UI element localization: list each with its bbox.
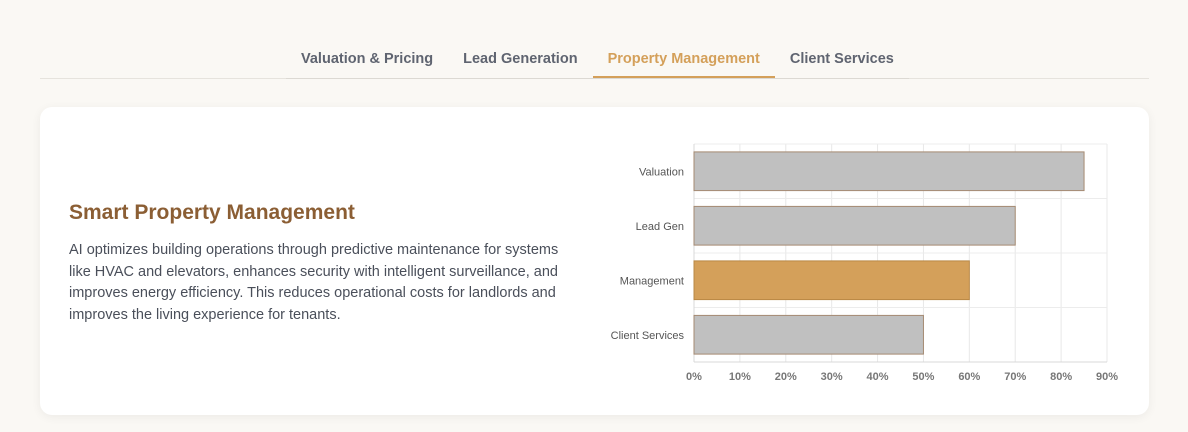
tab-client-services[interactable]: Client Services xyxy=(789,51,894,67)
x-tick-label: 90% xyxy=(1096,371,1118,383)
x-tick-label: 0% xyxy=(686,371,702,383)
tab-property-management[interactable]: Property Management xyxy=(592,38,775,78)
x-tick-label: 60% xyxy=(958,371,980,383)
x-tick-label: 10% xyxy=(729,371,751,383)
content-card: Smart Property Management AI optimizes b… xyxy=(40,107,1149,415)
tab-lead-generation[interactable]: Lead Generation xyxy=(463,51,578,67)
comparison-bar-chart: 0% 10% 20% 30% 40% 50% 60% 70% 80% 90% Valuation Le… xyxy=(611,143,1118,383)
x-tick-label: 20% xyxy=(775,371,797,383)
x-tick-label: 80% xyxy=(1050,371,1072,383)
x-tick-label: 40% xyxy=(867,371,889,383)
bar-management xyxy=(693,260,970,301)
category-label: Management xyxy=(620,275,684,287)
card-title: Smart Property Management xyxy=(69,201,355,224)
card-description: AI optimizes building operations through… xyxy=(69,242,559,323)
bar-lead-gen xyxy=(693,205,1016,246)
x-tick-label: 70% xyxy=(1004,371,1026,383)
tab-valuation-pricing[interactable]: Valuation & Pricing xyxy=(301,51,434,67)
category-label: Valuation xyxy=(639,166,684,178)
x-tick-label: 50% xyxy=(912,371,934,383)
bar-valuation xyxy=(693,151,1085,192)
x-tick-label: 30% xyxy=(821,371,843,383)
tab-bar: Valuation & Pricing Lead Generation Prop… xyxy=(40,38,1149,79)
category-label: Lead Gen xyxy=(636,221,684,233)
tab-list: Valuation & Pricing Lead Generation Prop… xyxy=(286,38,909,79)
category-label: Client Services xyxy=(611,330,685,342)
bar-client-services xyxy=(693,314,924,355)
